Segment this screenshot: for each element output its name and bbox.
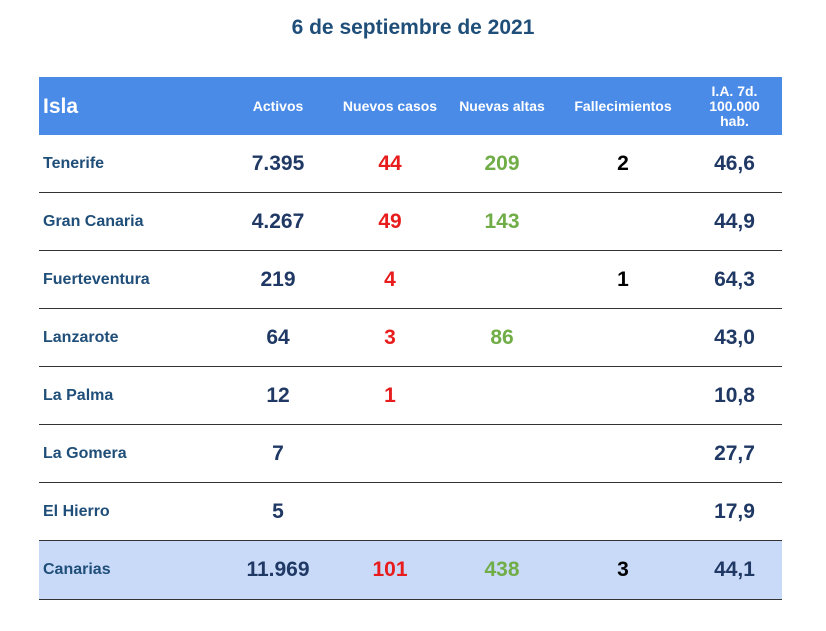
cell-fallecimientos xyxy=(559,424,687,483)
cell-isla: Fuerteventura xyxy=(39,250,221,309)
column-header-incidencia-line-3: hab. xyxy=(720,112,749,129)
cell-fallecimientos xyxy=(559,366,687,425)
cell-nuevas-altas xyxy=(445,250,559,309)
cell-nuevas-altas xyxy=(445,424,559,483)
cell-nuevas-altas: 438 xyxy=(445,540,559,600)
cell-incidencia: 44,1 xyxy=(687,540,782,600)
cell-incidencia: 46,6 xyxy=(687,135,782,193)
cell-isla: Tenerife xyxy=(39,135,221,193)
cell-incidencia: 17,9 xyxy=(687,482,782,541)
cell-fallecimientos: 2 xyxy=(559,135,687,193)
cell-activos: 64 xyxy=(221,308,335,367)
cell-activos: 12 xyxy=(221,366,335,425)
cell-nuevos-casos xyxy=(335,424,445,483)
cell-isla: Gran Canaria xyxy=(39,192,221,251)
cell-nuevas-altas: 86 xyxy=(445,308,559,367)
cell-incidencia: 64,3 xyxy=(687,250,782,309)
column-header-nuevas-altas: Nuevas altas xyxy=(445,77,559,135)
cell-fallecimientos xyxy=(559,308,687,367)
cell-activos: 219 xyxy=(221,250,335,309)
cell-isla: Canarias xyxy=(39,540,221,600)
cell-nuevas-altas: 209 xyxy=(445,135,559,193)
cell-nuevas-altas xyxy=(445,482,559,541)
cell-nuevos-casos: 101 xyxy=(335,540,445,600)
table-row-gran-canaria: Gran Canaria 4.267 49 143 44,9 xyxy=(39,192,782,251)
cell-activos: 7.395 xyxy=(221,135,335,193)
covid-data-table: Isla Activos Nuevos casos Nuevas altas F… xyxy=(39,77,782,600)
cell-nuevas-altas xyxy=(445,366,559,425)
column-header-incidencia-line-2: 100.000 xyxy=(709,97,760,114)
cell-fallecimientos: 3 xyxy=(559,540,687,600)
cell-incidencia: 44,9 xyxy=(687,192,782,251)
table-row-la-gomera: La Gomera 7 27,7 xyxy=(39,424,782,483)
table-row-el-hierro: El Hierro 5 17,9 xyxy=(39,482,782,541)
cell-nuevos-casos: 44 xyxy=(335,135,445,193)
cell-nuevos-casos xyxy=(335,482,445,541)
column-header-isla: Isla xyxy=(39,77,221,135)
cell-incidencia: 43,0 xyxy=(687,308,782,367)
cell-incidencia: 10,8 xyxy=(687,366,782,425)
cell-fallecimientos xyxy=(559,192,687,251)
cell-nuevos-casos: 49 xyxy=(335,192,445,251)
table-row-lanzarote: Lanzarote 64 3 86 43,0 xyxy=(39,308,782,367)
cell-activos: 5 xyxy=(221,482,335,541)
column-header-fallecimientos: Fallecimientos xyxy=(559,77,687,135)
table-title: 6 de septiembre de 2021 xyxy=(291,16,535,39)
cell-nuevos-casos: 3 xyxy=(335,308,445,367)
table-row-fuerteventura: Fuerteventura 219 4 1 64,3 xyxy=(39,250,782,309)
table-row-la-palma: La Palma 12 1 10,8 xyxy=(39,366,782,425)
cell-isla: La Palma xyxy=(39,366,221,425)
cell-nuevos-casos: 4 xyxy=(335,250,445,309)
cell-isla: El Hierro xyxy=(39,482,221,541)
cell-fallecimientos xyxy=(559,482,687,541)
column-header-incidencia-line-1: I.A. 7d. xyxy=(711,82,758,99)
column-header-incidencia: I.A. 7d. 100.000 hab. xyxy=(687,77,782,135)
cell-nuevos-casos: 1 xyxy=(335,366,445,425)
cell-activos: 11.969 xyxy=(221,540,335,600)
table-header-row: Isla Activos Nuevos casos Nuevas altas F… xyxy=(39,77,782,135)
cell-nuevas-altas: 143 xyxy=(445,192,559,251)
table-row-total-canarias: Canarias 11.969 101 438 3 44,1 xyxy=(39,540,782,600)
cell-activos: 7 xyxy=(221,424,335,483)
cell-fallecimientos: 1 xyxy=(559,250,687,309)
column-header-activos: Activos xyxy=(221,77,335,135)
table-row-tenerife: Tenerife 7.395 44 209 2 46,6 xyxy=(39,135,782,193)
column-header-nuevos-casos: Nuevos casos xyxy=(335,77,445,135)
cell-isla: La Gomera xyxy=(39,424,221,483)
cell-activos: 4.267 xyxy=(221,192,335,251)
cell-incidencia: 27,7 xyxy=(687,424,782,483)
cell-isla: Lanzarote xyxy=(39,308,221,367)
